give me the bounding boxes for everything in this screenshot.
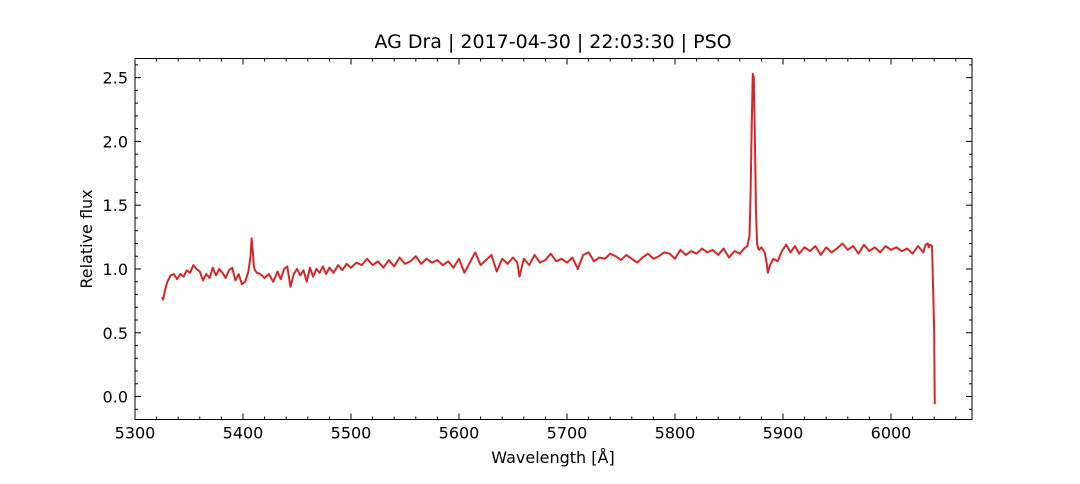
y-tick-label: 0.0 <box>103 388 128 407</box>
y-axis-label: Relative flux <box>77 189 96 288</box>
y-tick-label: 1.5 <box>103 196 128 215</box>
x-tick-label: 5400 <box>223 424 264 443</box>
x-tick-label: 5500 <box>331 424 372 443</box>
y-tick-label: 2.5 <box>103 69 128 88</box>
y-tick-label: 1.0 <box>103 260 128 279</box>
x-tick-label: 5900 <box>763 424 804 443</box>
spectrum-line <box>161 72 936 405</box>
chart-title: AG Dra | 2017-04-30 | 22:03:30 | PSO <box>374 31 731 53</box>
data-layer <box>161 72 936 405</box>
x-tick-label: 5800 <box>655 424 696 443</box>
x-tick-label: 5300 <box>115 424 156 443</box>
x-tick-label: 6000 <box>871 424 912 443</box>
x-tick-label: 5700 <box>547 424 588 443</box>
ticks-layer: 5300 5400 5500 5600 5700 5800 5900 6000 0.0 0.5 1.… <box>103 58 972 443</box>
plot-frame <box>134 58 973 420</box>
x-axis-label: Wavelength [Å] <box>491 448 614 467</box>
y-tick-label: 0.5 <box>103 324 128 343</box>
x-tick-label: 5600 <box>439 424 480 443</box>
y-tick-label: 2.0 <box>103 132 128 151</box>
